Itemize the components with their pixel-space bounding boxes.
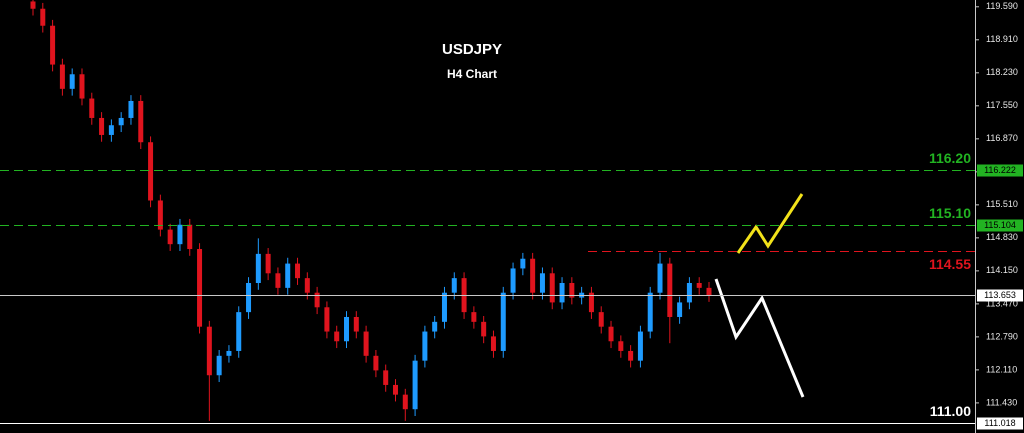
candle-body <box>510 268 516 293</box>
price-box-label: 116.222 <box>984 165 1016 175</box>
candle-body <box>295 263 301 279</box>
candle-body <box>667 263 673 317</box>
candle-body <box>236 312 242 351</box>
candle-body <box>441 292 447 322</box>
candle-body <box>706 287 712 296</box>
candle-body <box>392 384 398 395</box>
candle-body <box>167 229 173 245</box>
candle-body <box>30 1 36 9</box>
candle-body <box>216 355 222 376</box>
candle-body <box>197 249 203 327</box>
candle-body <box>637 331 643 361</box>
price-box-label: 113.653 <box>984 290 1016 300</box>
price-box <box>977 164 1023 177</box>
candle-body <box>530 258 536 293</box>
y-tick-label: 118.230 <box>986 67 1018 77</box>
candle-body <box>69 74 75 89</box>
y-tick-label: 114.150 <box>986 265 1018 275</box>
y-tick-label: 113.470 <box>986 298 1018 308</box>
candle-body <box>157 200 163 230</box>
price-box <box>977 417 1023 430</box>
candle-body <box>275 273 281 288</box>
candle-body <box>481 321 487 337</box>
candle-body <box>412 360 418 410</box>
level-label: 116.20 <box>929 150 971 166</box>
candle-body <box>59 64 65 89</box>
candle-body <box>520 258 526 269</box>
candle-body <box>79 74 85 99</box>
candle-body <box>383 370 389 385</box>
candle-body <box>432 321 438 332</box>
y-tick-label: 115.510 <box>986 199 1018 209</box>
candle-body <box>539 273 545 293</box>
candle-body <box>128 100 134 118</box>
candle-body <box>500 292 506 351</box>
level-label: 115.10 <box>929 205 971 221</box>
candle-body <box>148 142 154 201</box>
candle-body <box>255 253 261 284</box>
candle-body <box>353 316 359 332</box>
candle-body <box>187 224 193 250</box>
chart-title: USDJPY <box>442 41 502 58</box>
candle-body <box>628 350 634 361</box>
candle-body <box>608 326 614 342</box>
bearish-projection <box>714 278 805 398</box>
candle-body <box>285 263 291 288</box>
candle-body <box>108 125 114 135</box>
candle-body <box>549 273 555 303</box>
y-tick-label: 114.830 <box>986 232 1018 242</box>
chart-subtitle: H4 Chart <box>447 67 497 81</box>
candle-body <box>363 331 369 356</box>
candle-body <box>588 292 594 313</box>
y-tick-label: 119.590 <box>986 1 1018 11</box>
y-tick-label: 112.110 <box>986 364 1017 374</box>
candle-body <box>50 25 56 65</box>
candle-body <box>559 283 565 303</box>
candle-body <box>206 326 212 376</box>
y-tick-label: 112.790 <box>986 331 1018 341</box>
price-box-label: 111.018 <box>984 418 1015 428</box>
y-tick-label: 111.430 <box>986 397 1017 407</box>
candle-body <box>99 117 105 135</box>
candle-body <box>118 117 124 126</box>
candle-body <box>334 331 340 342</box>
candle-body <box>314 292 320 308</box>
candle-body <box>344 316 350 342</box>
candle-body <box>598 312 604 327</box>
candle-body <box>657 263 663 293</box>
candle-body <box>618 341 624 351</box>
candle-body <box>471 312 477 322</box>
candle-body <box>138 100 144 143</box>
candle-body <box>569 283 575 298</box>
candle-body <box>40 8 46 26</box>
candle-body <box>89 98 95 118</box>
y-tick-label: 117.550 <box>986 100 1018 110</box>
candle-body <box>246 283 252 313</box>
candle-body <box>686 283 692 303</box>
y-tick-label: 118.910 <box>986 34 1018 44</box>
price-box <box>977 219 1023 232</box>
candle-body <box>647 292 653 332</box>
candle-body <box>677 302 683 317</box>
candle-body <box>696 283 702 288</box>
candle-body <box>402 394 408 410</box>
candle-body <box>490 336 496 351</box>
candle-body <box>422 331 428 361</box>
candle-body <box>177 224 183 245</box>
candle-body <box>265 253 271 274</box>
price-box-label: 115.104 <box>984 220 1016 230</box>
bullish-projection <box>736 193 804 254</box>
candle-body <box>226 350 232 356</box>
candle-body <box>451 278 457 293</box>
level-label: 114.55 <box>929 256 971 272</box>
candle-body <box>304 278 310 293</box>
price-box <box>977 289 1023 302</box>
candle-body <box>373 355 379 371</box>
y-tick-label: 116.870 <box>986 133 1018 143</box>
candle-body <box>324 307 330 332</box>
level-label: 111.00 <box>930 403 971 419</box>
